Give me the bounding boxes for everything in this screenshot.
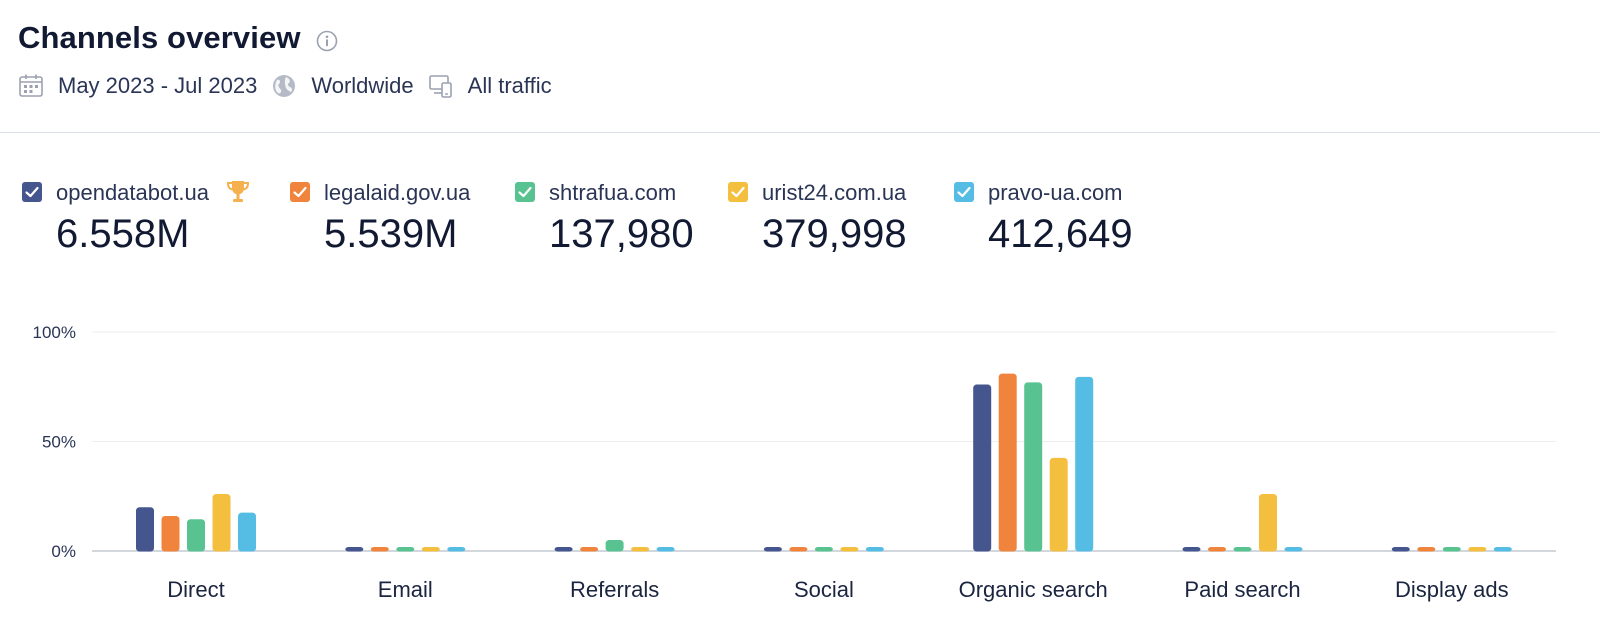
legend-value: 6.558M [56, 212, 190, 256]
page-title: Channels overview [18, 20, 301, 55]
legend-checkbox[interactable] [515, 182, 535, 202]
traffic-type-filter[interactable]: All traffic [467, 73, 552, 98]
legend-checkbox[interactable] [290, 182, 310, 202]
legend-value: 412,649 [988, 212, 1133, 256]
bar-opendatabot.ua-paid-search[interactable] [1182, 547, 1201, 552]
trophy-icon [226, 181, 250, 202]
bar-legalaid.gov.ua-display-ads[interactable] [1417, 547, 1436, 552]
bar-opendatabot.ua-referrals[interactable] [554, 547, 573, 552]
bar-urist24.com.ua-paid-search[interactable] [1259, 494, 1277, 552]
bar-legalaid.gov.ua-organic-search[interactable] [998, 373, 1017, 552]
legend-value: 137,980 [549, 212, 694, 256]
x-tick-label: Social [794, 577, 854, 602]
legend-domain: legalaid.gov.ua [324, 180, 471, 205]
calendar-icon [19, 74, 43, 97]
bar-pravo-ua.com-organic-search[interactable] [1075, 376, 1094, 552]
bar-opendatabot.ua-organic-search[interactable] [973, 384, 992, 552]
bar-pravo-ua.com-referrals[interactable] [656, 547, 675, 552]
region-filter[interactable]: Worldwide [311, 73, 414, 98]
devices-icon [428, 75, 452, 98]
bar-opendatabot.ua-email[interactable] [345, 547, 364, 552]
bar-shtrafua.com-organic-search[interactable] [1024, 382, 1043, 552]
x-tick-label: Email [378, 577, 433, 602]
x-tick-label: Referrals [570, 577, 659, 602]
channels-bar-chart: 0% 50% 100% Direct Email Referrals Social Organ… [33, 323, 1556, 602]
bar-shtrafua.com-display-ads[interactable] [1442, 547, 1461, 552]
info-icon[interactable] [316, 30, 338, 52]
legend-value: 379,998 [762, 212, 907, 256]
bar-legalaid.gov.ua-referrals[interactable] [580, 547, 599, 552]
bar-urist24.com.ua-social[interactable] [840, 547, 859, 552]
x-tick-label: Organic search [959, 577, 1108, 602]
date-range-filter[interactable]: May 2023 - Jul 2023 [58, 73, 258, 98]
bar-shtrafua.com-paid-search[interactable] [1233, 547, 1252, 552]
y-tick-label: 50% [42, 433, 76, 452]
bar-urist24.com.ua-email[interactable] [421, 547, 440, 552]
y-tick-label: 100% [33, 323, 76, 342]
legend-domain: urist24.com.ua [762, 180, 907, 205]
header: Channels overview May 2023 - Jul 2023 Wo… [0, 0, 1600, 133]
bar-pravo-ua.com-paid-search[interactable] [1284, 547, 1303, 552]
bar-legalaid.gov.ua-direct[interactable] [161, 515, 180, 552]
x-tick-label: Direct [167, 577, 224, 602]
bar-opendatabot.ua-direct[interactable] [136, 507, 154, 552]
bar-opendatabot.ua-display-ads[interactable] [1391, 547, 1410, 552]
legend-value: 5.539M [324, 212, 458, 256]
filters-bar: May 2023 - Jul 2023 Worldwide All traffi… [18, 70, 566, 102]
x-tick-label: Paid search [1184, 577, 1300, 602]
bar-pravo-ua.com-social[interactable] [865, 547, 884, 552]
bar-shtrafua.com-email[interactable] [396, 547, 415, 552]
bar-legalaid.gov.ua-email[interactable] [370, 547, 389, 552]
bar-opendatabot.ua-social[interactable] [763, 547, 782, 552]
legend-checkbox[interactable] [954, 182, 974, 202]
globe-icon [273, 75, 296, 97]
bar-urist24.com.ua-referrals[interactable] [631, 547, 650, 552]
bar-shtrafua.com-social[interactable] [814, 547, 833, 552]
bar-shtrafua.com-referrals[interactable] [605, 540, 624, 552]
bar-pravo-ua.com-email[interactable] [447, 547, 466, 552]
bar-shtrafua.com-direct[interactable] [187, 519, 205, 552]
bar-pravo-ua.com-display-ads[interactable] [1493, 547, 1512, 552]
bar-urist24.com.ua-organic-search[interactable] [1049, 457, 1068, 552]
legend-domain: pravo-ua.com [988, 180, 1123, 205]
y-tick-label: 0% [51, 542, 76, 561]
bar-urist24.com.ua-display-ads[interactable] [1468, 547, 1487, 552]
legend-checkbox[interactable] [728, 182, 748, 202]
bar-urist24.com.ua-direct[interactable] [212, 494, 231, 552]
legend-domain: shtrafua.com [549, 180, 677, 205]
legend-checkbox[interactable] [22, 182, 42, 202]
x-tick-label: Display ads [1395, 577, 1509, 602]
legend-domain: opendatabot.ua [56, 180, 209, 205]
bar-legalaid.gov.ua-paid-search[interactable] [1208, 547, 1226, 552]
bar-legalaid.gov.ua-social[interactable] [789, 547, 808, 552]
bar-pravo-ua.com-direct[interactable] [238, 512, 256, 552]
